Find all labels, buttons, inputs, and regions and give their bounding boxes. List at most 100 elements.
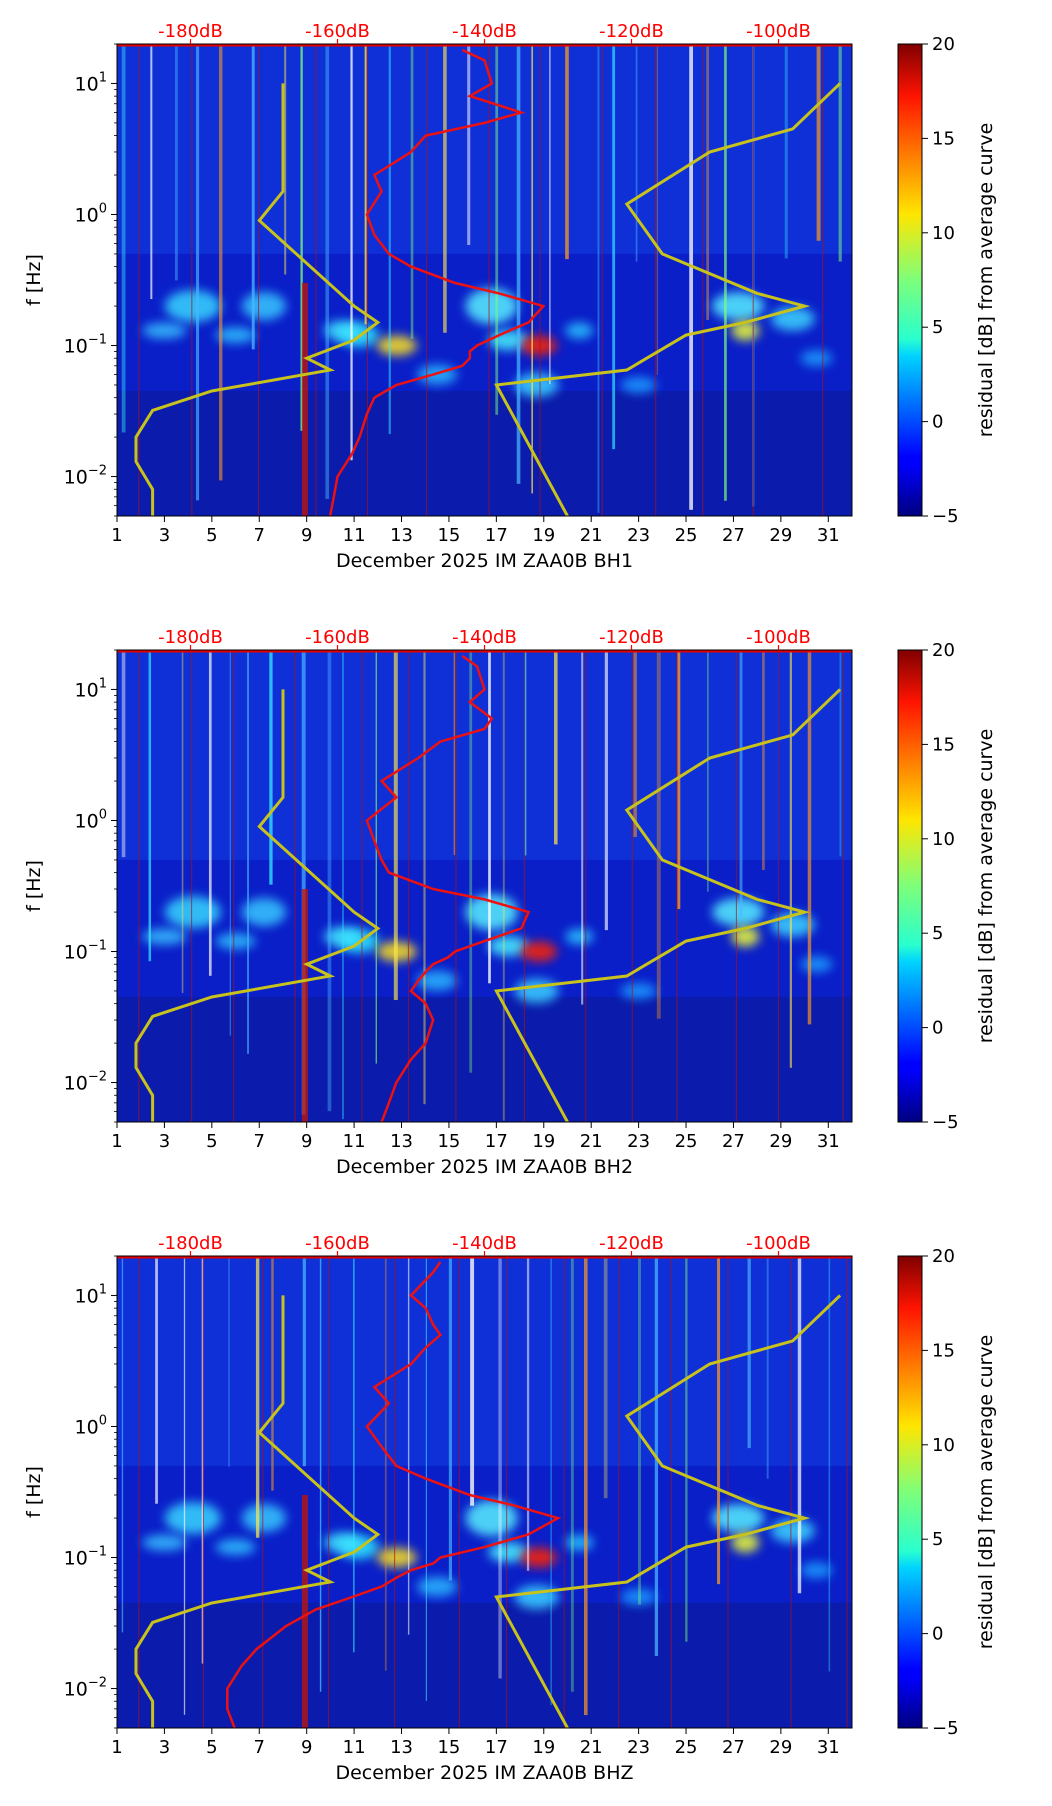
noise-model-curve-low bbox=[134, 1295, 381, 1728]
transient-streak bbox=[603, 1256, 608, 1499]
transient-streak bbox=[516, 44, 521, 484]
db-axis-label: -120dB bbox=[599, 1233, 664, 1254]
colorbar-tick-label: −5 bbox=[932, 1112, 959, 1133]
red-gap-line bbox=[790, 1256, 792, 1728]
microseism-blob bbox=[465, 288, 518, 325]
db-axis-label: -100dB bbox=[746, 627, 811, 648]
microseism-blob bbox=[488, 936, 529, 957]
transient-streak bbox=[251, 44, 255, 350]
x-tick-label: 15 bbox=[437, 1737, 460, 1758]
transient-streak bbox=[717, 1256, 721, 1585]
average-psd-curve bbox=[226, 1261, 562, 1728]
transient-streak bbox=[300, 44, 303, 431]
heatmap-low-band bbox=[117, 996, 852, 1122]
x-tick-label: 27 bbox=[722, 525, 745, 546]
y-axis-label: f [Hz] bbox=[23, 254, 45, 306]
transient-streak bbox=[633, 650, 637, 837]
y-tick-label: 101 bbox=[75, 70, 107, 95]
microseism-blob bbox=[376, 1547, 417, 1568]
red-gap-line bbox=[366, 44, 368, 516]
transient-streak bbox=[554, 650, 558, 845]
heatmap-low-band bbox=[117, 390, 852, 516]
transient-streak bbox=[319, 1256, 322, 1692]
microseism-blob bbox=[521, 941, 558, 962]
top-saturation-line bbox=[117, 650, 852, 653]
colorbar-tick-label: 10 bbox=[932, 1435, 955, 1456]
transient-streak bbox=[219, 44, 223, 481]
red-gap-line bbox=[702, 44, 704, 516]
x-tick-label: 17 bbox=[485, 1737, 508, 1758]
x-tick-label: 23 bbox=[627, 1131, 650, 1152]
microseism-blob bbox=[565, 322, 594, 339]
transient-streak bbox=[121, 650, 126, 858]
x-tick-label: 29 bbox=[769, 1737, 792, 1758]
transient-streak bbox=[706, 44, 709, 321]
x-tick-label: 29 bbox=[769, 525, 792, 546]
x-tick-label: 27 bbox=[722, 1737, 745, 1758]
red-gap-line bbox=[655, 44, 657, 516]
db-axis-label: -120dB bbox=[599, 21, 664, 42]
transient-streak bbox=[838, 44, 842, 262]
x-tick-label: 21 bbox=[580, 1131, 603, 1152]
microseism-blob bbox=[215, 933, 256, 950]
transient-streak bbox=[208, 650, 212, 976]
x-tick-label: 9 bbox=[301, 525, 312, 546]
transient-streak bbox=[549, 44, 551, 385]
x-tick-label: 15 bbox=[437, 1131, 460, 1152]
red-gap-line bbox=[191, 650, 193, 1122]
x-tick-label: 11 bbox=[343, 1131, 366, 1152]
red-gap-line bbox=[752, 44, 754, 516]
transient-streak bbox=[789, 650, 792, 1068]
x-tick-label: 21 bbox=[580, 525, 603, 546]
x-tick-label: 9 bbox=[301, 1131, 312, 1152]
transient-streak bbox=[410, 44, 414, 339]
red-gap-line bbox=[138, 650, 140, 1122]
colorbar-tick-label: 20 bbox=[932, 1246, 955, 1267]
microseism-blob bbox=[731, 320, 760, 341]
colorbar-tick-label: −5 bbox=[932, 506, 959, 527]
transient-streak bbox=[228, 1256, 230, 1467]
transient-streak bbox=[229, 650, 231, 1036]
microseism-blob bbox=[514, 978, 559, 1003]
x-tick-label: 3 bbox=[159, 525, 170, 546]
transient-streak bbox=[342, 650, 344, 1120]
red-gap-line bbox=[488, 44, 490, 516]
transient-streak bbox=[495, 44, 499, 415]
red-gap-line bbox=[361, 650, 363, 1122]
y-axis-label: f [Hz] bbox=[23, 1466, 45, 1518]
top-saturation-line bbox=[117, 1256, 852, 1259]
colorbar-tick-label: 5 bbox=[932, 1529, 943, 1550]
microseism-blob bbox=[620, 982, 657, 999]
colorbar-label: residual [dB] from average curve bbox=[975, 123, 997, 438]
transient-streak bbox=[550, 1256, 552, 1706]
red-gap-line bbox=[191, 44, 193, 516]
colorbar bbox=[897, 649, 923, 1123]
transient-streak bbox=[470, 1256, 475, 1506]
y-tick-label: 100 bbox=[75, 1413, 107, 1438]
x-tick-label: 13 bbox=[390, 1737, 413, 1758]
x-tick-label: 11 bbox=[343, 525, 366, 546]
db-axis-label: -180dB bbox=[158, 1233, 223, 1254]
x-tick-label: 15 bbox=[437, 525, 460, 546]
transient-streak bbox=[766, 1256, 769, 1479]
microseism-blob bbox=[242, 898, 286, 927]
heatmap-high-band bbox=[117, 650, 852, 860]
red-gap-line bbox=[315, 44, 317, 516]
x-tick-label: 5 bbox=[206, 1737, 217, 1758]
transient-streak bbox=[407, 1256, 410, 1635]
average-psd-curve bbox=[365, 654, 531, 1122]
transient-streak bbox=[526, 1256, 530, 1571]
db-axis-label: -180dB bbox=[158, 21, 223, 42]
transient-streak bbox=[195, 44, 200, 501]
x-tick-label: 13 bbox=[390, 1131, 413, 1152]
transient-streak bbox=[656, 44, 659, 375]
microseism-blob bbox=[800, 956, 833, 973]
transient-streak bbox=[488, 650, 491, 984]
transient-streak bbox=[150, 44, 153, 300]
x-tick-label: 25 bbox=[675, 1737, 698, 1758]
transient-streak bbox=[443, 44, 447, 333]
red-gap-line bbox=[294, 650, 296, 1122]
colorbar-tick-label: 0 bbox=[932, 412, 943, 433]
x-tick-label: 27 bbox=[722, 1131, 745, 1152]
